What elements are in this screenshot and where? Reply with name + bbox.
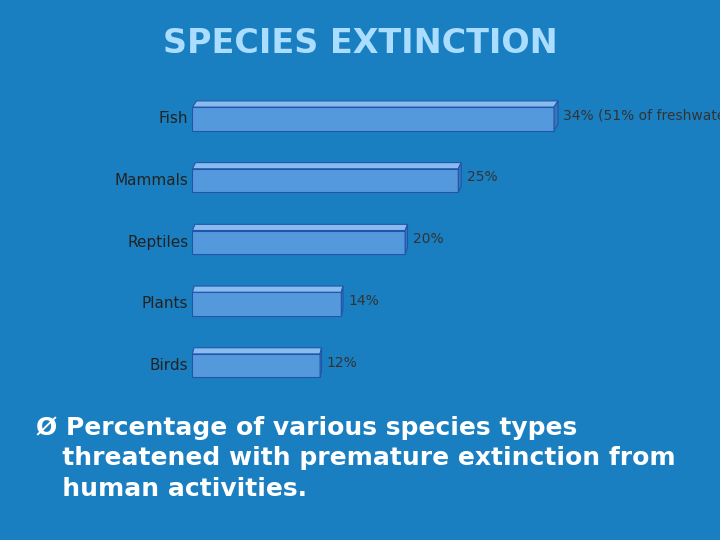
Polygon shape <box>192 286 343 292</box>
Text: 12%: 12% <box>327 355 358 369</box>
Polygon shape <box>459 163 462 192</box>
Text: Reptiles: Reptiles <box>127 235 189 249</box>
Text: SPECIES EXTINCTION: SPECIES EXTINCTION <box>163 27 557 60</box>
Polygon shape <box>192 163 462 169</box>
Polygon shape <box>405 224 408 254</box>
Text: 34% (51% of freshwater species): 34% (51% of freshwater species) <box>563 109 720 123</box>
Text: 14%: 14% <box>348 294 379 308</box>
Bar <box>192 354 320 377</box>
Text: 20%: 20% <box>413 232 444 246</box>
Text: Birds: Birds <box>150 358 189 373</box>
Bar <box>192 292 341 316</box>
Polygon shape <box>192 348 322 354</box>
Polygon shape <box>320 348 322 377</box>
Bar <box>192 107 554 131</box>
Polygon shape <box>192 101 558 107</box>
Polygon shape <box>192 224 408 231</box>
Text: Fish: Fish <box>159 111 189 126</box>
Polygon shape <box>341 286 343 316</box>
Bar <box>192 231 405 254</box>
Text: Mammals: Mammals <box>114 173 189 188</box>
Text: 25%: 25% <box>467 171 498 185</box>
Text: Ø Percentage of various species types
   threatened with premature extinction fr: Ø Percentage of various species types th… <box>36 416 675 501</box>
Polygon shape <box>554 101 558 131</box>
Text: Plants: Plants <box>142 296 189 312</box>
Bar <box>192 169 459 192</box>
